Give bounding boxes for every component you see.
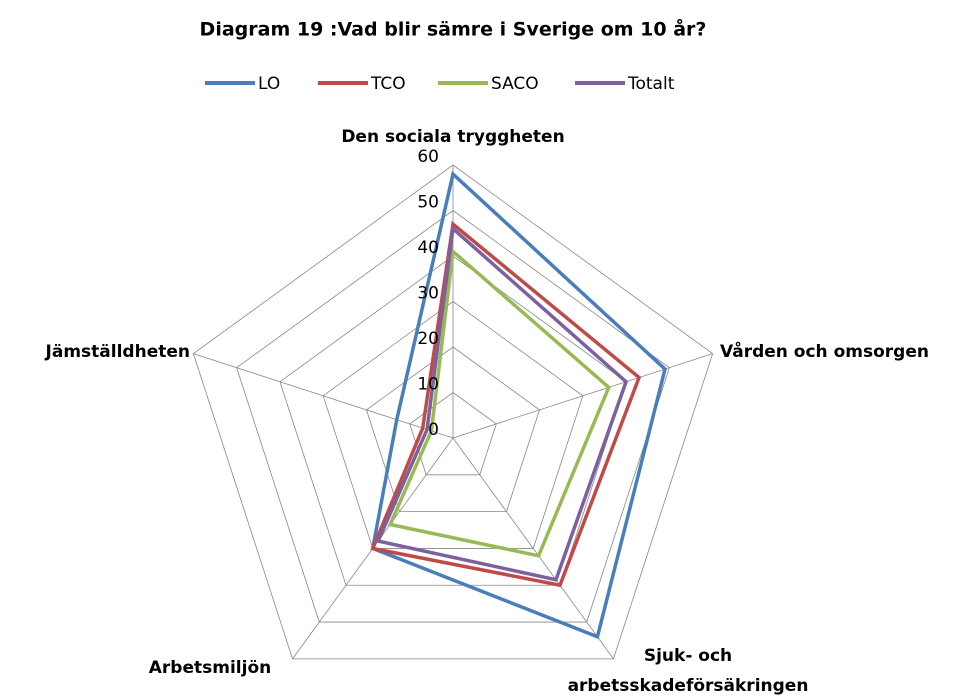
legend-label: Totalt — [627, 74, 675, 94]
category-label: Arbetsmiljön — [149, 658, 271, 678]
category-label: Sjuk- och arbetsskadeförsäkringen — [568, 646, 809, 696]
category-label: Jämställdheten — [45, 342, 190, 362]
r-tick-label: 60 — [417, 147, 439, 167]
r-tick-label: 10 — [417, 375, 439, 395]
series-line — [375, 225, 629, 582]
r-tick-label: 30 — [417, 284, 439, 304]
grid-ring — [365, 346, 541, 513]
r-tick-label: 40 — [417, 238, 439, 258]
axis-spoke — [452, 353, 713, 439]
series-line — [370, 220, 642, 588]
r-tick-label: 0 — [428, 420, 439, 440]
axis-spoke — [452, 437, 614, 660]
legend-label: SACO — [491, 74, 539, 94]
category-label: Den sociala tryggheten — [341, 127, 564, 147]
axis-spoke — [193, 353, 454, 439]
grid-ring — [409, 392, 497, 476]
legend-label: LO — [258, 74, 280, 94]
series-line — [370, 170, 667, 640]
chart-title: Diagram 19 :Vad blir sämre i Sverige om … — [200, 17, 707, 41]
r-tick-label: 20 — [417, 329, 439, 349]
series-line — [387, 247, 611, 558]
category-label: Vården och omsorgen — [720, 340, 929, 362]
grid-ring — [192, 164, 714, 660]
grid-ring — [279, 255, 627, 586]
grid-ring — [322, 301, 584, 549]
legend-label: TCO — [370, 74, 406, 94]
r-tick-label: 50 — [417, 193, 439, 213]
